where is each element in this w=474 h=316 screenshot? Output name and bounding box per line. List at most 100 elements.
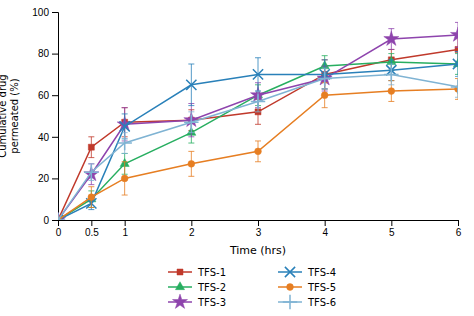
tick-mark <box>52 12 58 13</box>
error-bar <box>122 162 128 195</box>
error-bar-cap <box>188 143 194 144</box>
error-bar-cap <box>122 107 128 108</box>
marker <box>384 31 399 45</box>
tick-label: 5 <box>389 227 395 238</box>
error-bar-cap <box>188 136 194 137</box>
legend-marker <box>285 267 295 277</box>
legend: TFS-1TFS-2TFS-3TFS-4TFS-5TFS-6 <box>168 267 336 310</box>
legend-marker <box>175 282 184 290</box>
tick-mark <box>91 220 92 226</box>
tick: 2 <box>189 220 195 238</box>
error-bar-cap <box>122 107 128 108</box>
y-axis-title-line: Cumulative drug <box>0 74 8 157</box>
tick-label: 0 <box>43 215 49 226</box>
tick-label: 60 <box>38 90 50 101</box>
tick-label: 2 <box>189 227 195 238</box>
series <box>58 64 458 220</box>
error-bar-cap <box>188 132 194 133</box>
error-bar-cap <box>255 91 261 92</box>
legend-item: TFS-3 <box>168 294 226 308</box>
y-axis-title-line: permeated (%) <box>9 78 20 153</box>
error-bar-cap <box>322 88 328 89</box>
y-axis: 0 20 40 60 80 100 <box>32 7 58 226</box>
legend-marker <box>177 269 183 275</box>
error-bar-cap <box>188 176 194 177</box>
tick: 5 <box>389 220 395 238</box>
tick-mark <box>325 220 326 226</box>
error-bar-cap <box>88 180 94 181</box>
error-bar-cap <box>122 153 128 154</box>
x-axis-title: Time (hrs) <box>229 244 286 257</box>
error-bar-cap <box>88 207 94 208</box>
legend-label: TFS-5 <box>307 282 336 293</box>
marker <box>451 80 458 94</box>
error-bar-cap <box>188 64 194 65</box>
error-bar-cap <box>388 28 394 29</box>
tick: 4 <box>322 220 328 238</box>
error-bar-cap <box>88 186 94 187</box>
error-bar <box>255 141 261 162</box>
legend-item: TFS-2 <box>168 282 226 293</box>
legend-label: TFS-2 <box>197 282 226 293</box>
marker <box>321 92 328 99</box>
tick: 0.5 <box>85 220 99 238</box>
tick: 6 <box>456 220 462 238</box>
error-bar-cap <box>455 78 458 79</box>
tick: 0 <box>56 220 62 238</box>
marker <box>450 27 458 41</box>
tick: 80 <box>38 48 58 59</box>
error-bar-cap <box>255 91 261 92</box>
error-bar-cap <box>122 161 128 162</box>
line <box>58 74 458 220</box>
marker <box>58 213 65 220</box>
tick-label: 3 <box>256 227 262 238</box>
error-bar-cap <box>255 111 261 112</box>
error-bar-cap <box>388 59 394 60</box>
tick-label: 6 <box>456 227 462 238</box>
error-bar-cap <box>88 163 94 164</box>
tick: 20 <box>38 173 58 184</box>
line <box>58 35 458 220</box>
error-bar-cap <box>455 99 458 100</box>
axis-line <box>52 13 59 221</box>
error-bar-cap <box>388 49 394 50</box>
error-bar-cap <box>322 107 328 108</box>
tick-mark <box>52 178 58 179</box>
error-bar-cap <box>322 68 328 69</box>
series <box>58 37 458 220</box>
marker <box>317 71 331 85</box>
error-bar-cap <box>455 74 458 75</box>
error-bar <box>455 37 458 62</box>
tick-label: 0.5 <box>85 227 99 238</box>
error-bar-cap <box>122 132 128 133</box>
legend-label: TFS-6 <box>307 297 336 308</box>
marker <box>84 165 98 179</box>
chart: 00.5123456020406080100Time (hrs)Cumulati… <box>0 0 474 316</box>
error-bar-cap <box>122 113 128 114</box>
tick-label: 20 <box>38 173 50 184</box>
error-bar-cap <box>388 64 394 65</box>
error-bar-cap <box>388 53 394 54</box>
error-bar-cap <box>122 195 128 196</box>
error-bar-cap <box>88 163 94 164</box>
tick-mark <box>125 220 126 226</box>
marker <box>251 94 265 108</box>
tick-mark <box>52 137 58 138</box>
marker <box>188 160 195 167</box>
tick: 40 <box>38 132 58 143</box>
error-bar-cap <box>455 97 458 98</box>
tick-mark <box>391 220 392 226</box>
legend-item: TFS-5 <box>278 282 336 293</box>
tick-label: 100 <box>32 7 49 18</box>
marker <box>453 59 458 69</box>
marker <box>186 80 196 90</box>
error-bar-cap <box>388 49 394 50</box>
tick-mark <box>458 220 459 226</box>
series <box>58 54 458 220</box>
legend-marker <box>172 294 187 308</box>
error-bar <box>88 187 94 208</box>
legend-item: TFS-6 <box>278 295 336 309</box>
tick-label: 0 <box>56 227 62 238</box>
tick-mark <box>191 220 192 226</box>
error-bar-cap <box>122 153 128 154</box>
